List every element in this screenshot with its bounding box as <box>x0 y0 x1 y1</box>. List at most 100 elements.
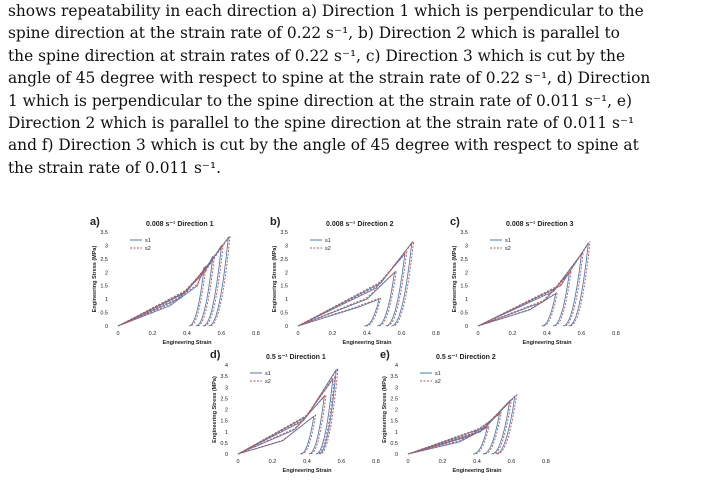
x-tick-label: 0.2 <box>149 331 157 337</box>
series-s1-loop <box>237 378 334 455</box>
y-tick-label: 3.5 <box>220 374 228 380</box>
y-tick-label: 2.5 <box>460 257 468 263</box>
legend-label-s2: s2 <box>325 246 331 252</box>
y-tick-label: 1 <box>105 297 108 303</box>
legend-label-s2: s2 <box>435 379 441 385</box>
y-tick-label: 4 <box>395 363 398 369</box>
x-tick-label: 0.8 <box>612 331 620 337</box>
y-tick-label: 3.5 <box>100 230 108 236</box>
panel-label: a) <box>90 216 100 228</box>
x-axis-label: Engineering Strain <box>453 468 503 474</box>
y-tick-label: 2.5 <box>280 257 288 263</box>
x-tick-label: 0.2 <box>439 459 447 465</box>
y-tick-label: 1.5 <box>460 284 468 290</box>
x-tick-label: 0.8 <box>542 459 550 465</box>
x-axis-label: Engineering Strain <box>283 468 333 474</box>
x-axis-label: Engineering Strain <box>163 340 213 346</box>
caption-line: and f) Direction 3 which is cut by the a… <box>8 136 639 155</box>
y-tick-label: 0 <box>395 452 398 458</box>
series-s2-loop <box>237 375 336 455</box>
series-s1-loop <box>237 369 337 455</box>
x-tick-label: 0.6 <box>578 331 586 337</box>
chart-title: 0.008 s⁻¹ Direction 3 <box>506 221 574 228</box>
y-tick-label: 3 <box>395 385 398 391</box>
legend-label-s1: s1 <box>265 371 271 377</box>
y-tick-label: 2.5 <box>100 257 108 263</box>
chart-svg: d) 0.5 s⁻¹ Direction 1 Engineering Stress … <box>210 349 380 474</box>
series-s2-loop <box>477 291 558 327</box>
x-tick-label: 0.2 <box>509 331 517 337</box>
caption-line: shows repeatability in each direction a)… <box>8 2 644 20</box>
series-s2-loop <box>117 243 224 327</box>
y-axis-label: Engineering Stress (MPa) <box>452 246 458 313</box>
x-tick-label: 0.6 <box>508 459 516 465</box>
x-tick-label: 0 <box>406 459 409 465</box>
x-tick-label: 0 <box>116 331 119 337</box>
series-s2-loop <box>237 368 339 455</box>
y-axis-label: Engineering Stress (MPa) <box>92 246 98 313</box>
series-s2-loop <box>297 239 415 327</box>
x-tick-label: 0.4 <box>543 331 551 337</box>
legend-label-s2: s2 <box>265 379 271 385</box>
y-tick-label: 2 <box>105 270 108 276</box>
y-tick-label: 2 <box>465 270 468 276</box>
chart-title: 0.5 s⁻¹ Direction 1 <box>266 354 326 361</box>
x-tick-label: 0.8 <box>372 459 380 465</box>
series-s1-loop <box>477 242 589 327</box>
caption-line: the spine direction at strain rates of 0… <box>8 46 626 65</box>
y-tick-label: 0 <box>465 324 468 330</box>
x-tick-label: 0.4 <box>303 459 311 465</box>
chart-title: 0.5 s⁻¹ Direction 2 <box>436 354 496 361</box>
x-tick-label: 0.6 <box>338 459 346 465</box>
x-tick-label: 0.8 <box>252 331 260 337</box>
y-tick-label: 0.5 <box>220 441 228 447</box>
legend-label-s1: s1 <box>505 238 511 244</box>
y-tick-label: 1.5 <box>100 284 108 290</box>
series-s2-loop <box>237 414 317 455</box>
x-axis-label: Engineering Strain <box>343 340 393 346</box>
x-tick-label: 0 <box>236 459 239 465</box>
chart-title: 0.008 s⁻¹ Direction 2 <box>326 221 394 228</box>
y-tick-label: 2 <box>225 408 228 414</box>
chart-panel-b: b) 0.008 s⁻¹ Direction 2 Engineering Stres… <box>268 212 448 352</box>
caption-line: angle of 45 degree with respect to spine… <box>8 69 651 88</box>
caption-line: 1 which is perpendicular to the spine di… <box>8 91 633 110</box>
y-tick-label: 3 <box>465 243 468 249</box>
y-tick-label: 0 <box>105 324 108 330</box>
series-s1-loop <box>117 266 205 327</box>
y-tick-label: 0.5 <box>100 311 108 317</box>
figure-caption: shows repeatability in each direction a)… <box>8 0 698 179</box>
legend-label-s1: s1 <box>435 371 441 377</box>
legend-label-s1: s1 <box>145 238 151 244</box>
legend-label-s2: s2 <box>505 246 511 252</box>
y-tick-label: 1.5 <box>390 419 398 425</box>
y-tick-label: 1.5 <box>280 284 288 290</box>
x-tick-label: 0.6 <box>398 331 406 337</box>
caption-line: Direction 2 which is parallel to the spi… <box>8 114 635 133</box>
x-tick-label: 0.2 <box>269 459 277 465</box>
series-s1-loop <box>117 235 230 327</box>
y-tick-label: 4 <box>225 363 228 369</box>
series-s2-loop <box>407 398 513 455</box>
y-tick-label: 0.5 <box>280 311 288 317</box>
y-tick-label: 1 <box>285 297 288 303</box>
chart-svg: e) 0.5 s⁻¹ Direction 2 Engineering Stress … <box>380 349 550 474</box>
x-axis-label: Engineering Strain <box>523 340 573 346</box>
series-s2-loop <box>117 254 216 327</box>
y-tick-label: 0 <box>225 452 228 458</box>
series-s2-loop <box>477 250 584 327</box>
y-tick-label: 3.5 <box>280 230 288 236</box>
y-tick-label: 3 <box>105 243 108 249</box>
y-tick-label: 3 <box>285 243 288 249</box>
x-tick-label: 0 <box>476 331 479 337</box>
y-tick-label: 3.5 <box>390 374 398 380</box>
y-tick-label: 1 <box>465 297 468 303</box>
series-s1-loop <box>117 255 214 327</box>
y-tick-label: 3.5 <box>460 230 468 236</box>
x-tick-label: 0.2 <box>329 331 337 337</box>
y-tick-label: 1 <box>225 430 228 436</box>
series-s1-loop <box>477 270 571 327</box>
series-s2-loop <box>297 269 397 327</box>
chart-svg: a) 0.008 s⁻¹ Direction 1 Engineering Stres… <box>90 216 260 346</box>
chart-panel-a: a) 0.008 s⁻¹ Direction 1 Engineering Stres… <box>88 212 268 352</box>
